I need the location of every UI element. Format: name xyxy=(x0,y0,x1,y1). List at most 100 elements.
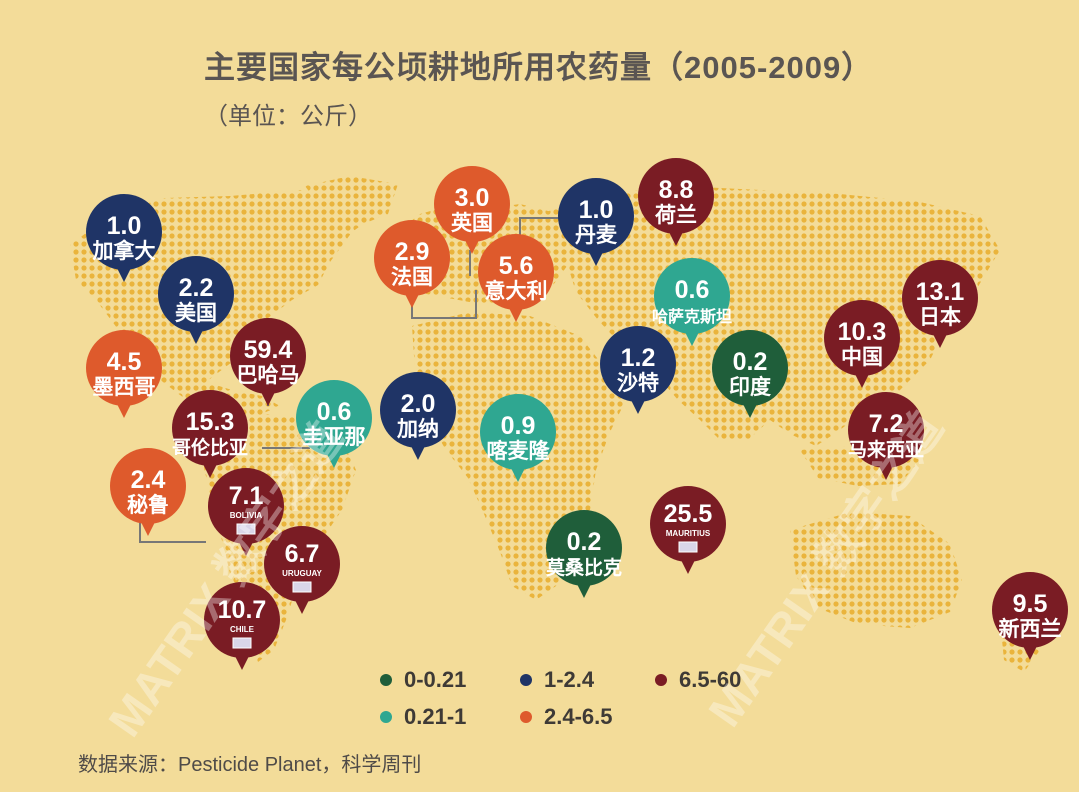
marker-name: 丹麦 xyxy=(575,223,618,247)
marker-name: 美国 xyxy=(175,301,217,325)
legend-item-2: 6.5-60 xyxy=(655,667,741,693)
marker-value: 10.3 xyxy=(838,318,887,346)
marker-name: 喀麦隆 xyxy=(487,439,551,463)
marker-22: 10.3中国 xyxy=(824,300,900,388)
legend-item-3: 0.21-1 xyxy=(380,704,466,730)
marker-15: 8.8荷兰 xyxy=(638,158,714,246)
marker-name: 日本 xyxy=(919,306,961,329)
marker-circle xyxy=(824,300,900,376)
marker-circle xyxy=(902,260,978,336)
marker-circle xyxy=(264,526,340,602)
marker-value: 8.8 xyxy=(659,176,694,204)
marker-1: 2.2美国 xyxy=(158,256,234,344)
page-title: 主要国家每公顷耕地所用农药量（2005-2009） xyxy=(204,50,874,85)
marker-name: 巴哈马 xyxy=(237,363,300,387)
marker-value: 59.4 xyxy=(244,336,293,364)
marker-circle xyxy=(480,394,556,470)
flag-icon xyxy=(292,581,312,593)
marker-12: 2.9法国 xyxy=(374,220,450,308)
marker-value: 3.0 xyxy=(455,184,490,212)
marker-value: 0.9 xyxy=(501,412,536,440)
marker-value: 10.7 xyxy=(218,596,267,624)
legend-label: 6.5-60 xyxy=(679,667,742,692)
marker-value: 9.5 xyxy=(1013,590,1048,618)
legend-label: 0-0.21 xyxy=(404,667,467,692)
legend-label: 0.21-1 xyxy=(404,704,467,729)
legend-swatch xyxy=(520,711,532,723)
marker-value: 5.6 xyxy=(499,252,534,280)
marker-value: 15.3 xyxy=(186,408,235,436)
marker-value: 0.2 xyxy=(567,528,602,556)
flag-icon xyxy=(232,637,252,649)
marker-value: 1.0 xyxy=(579,196,614,224)
marker-name: 哥伦比亚 xyxy=(172,436,248,459)
marker-circle xyxy=(374,220,450,296)
marker-value: 25.5 xyxy=(664,500,713,528)
marker-circle xyxy=(208,468,284,544)
marker-7: 2.4秘鲁 xyxy=(110,448,186,536)
marker-circle xyxy=(546,510,622,586)
marker-value: 13.1 xyxy=(916,278,965,306)
marker-circle xyxy=(230,318,306,394)
legend-item-4: 2.4-6.5 xyxy=(520,704,613,730)
marker-name: 墨西哥 xyxy=(93,376,156,399)
marker-value: 0.2 xyxy=(733,348,768,376)
flag-icon xyxy=(678,541,698,553)
marker-value: 6.7 xyxy=(285,540,320,568)
marker-circle xyxy=(478,234,554,310)
marker-name: 秘鲁 xyxy=(127,493,169,517)
marker-17: 1.2沙特 xyxy=(600,326,676,414)
marker-name: 加拿大 xyxy=(92,239,156,263)
marker-name: CHILE xyxy=(230,625,255,634)
unit-label: （单位：公斤） xyxy=(204,103,372,130)
marker-value: 7.2 xyxy=(869,410,904,438)
marker-circle xyxy=(380,372,456,448)
marker-name: 意大利 xyxy=(485,279,548,303)
marker-value: 7.1 xyxy=(229,482,264,510)
source-note: 数据来源：Pesticide Planet，科学周刊 xyxy=(78,754,422,776)
marker-circle xyxy=(992,572,1068,648)
marker-value: 2.9 xyxy=(395,238,430,266)
marker-name: 新西兰 xyxy=(999,617,1062,641)
marker-circle xyxy=(558,178,634,254)
marker-circle xyxy=(848,392,924,468)
flag-icon xyxy=(236,523,256,535)
marker-value: 1.0 xyxy=(107,212,142,240)
marker-name: URUGUAY xyxy=(282,569,322,578)
legend-swatch xyxy=(380,674,392,686)
marker-name: 马来西亚 xyxy=(848,439,924,461)
marker-value: 1.2 xyxy=(621,344,656,372)
legend-label: 1-2.4 xyxy=(544,667,595,692)
marker-name: 哈萨克斯坦 xyxy=(652,307,732,326)
marker-circle xyxy=(204,582,280,658)
marker-value: 0.6 xyxy=(317,398,352,426)
marker-circle xyxy=(110,448,186,524)
marker-11: 3.0英国 xyxy=(434,166,510,254)
marker-circle xyxy=(86,330,162,406)
marker-value: 2.0 xyxy=(401,390,436,418)
marker-name: 印度 xyxy=(729,375,771,399)
marker-name: 中国 xyxy=(841,346,883,369)
marker-circle xyxy=(712,330,788,406)
marker-circle xyxy=(158,256,234,332)
marker-name: 英国 xyxy=(451,212,493,235)
marker-name: BOLIVIA xyxy=(230,511,263,520)
legend-swatch xyxy=(655,674,667,686)
marker-16: 0.6 哈萨克斯坦 xyxy=(652,258,732,346)
marker-14: 1.0丹麦 xyxy=(558,178,634,266)
marker-circle xyxy=(600,326,676,402)
legend-swatch xyxy=(380,711,392,723)
marker-value: 0.6 xyxy=(675,276,710,304)
